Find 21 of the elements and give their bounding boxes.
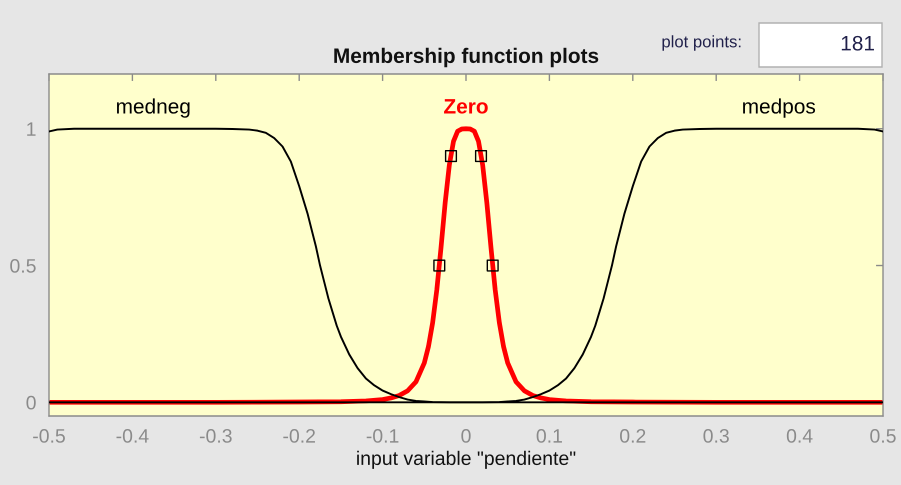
x-tick-label: -0.4 <box>116 429 149 443</box>
chart-title: Membership function plots <box>334 48 598 68</box>
x-tick-label: -0.2 <box>283 429 315 443</box>
x-tick-label: -0.3 <box>200 429 232 443</box>
x-tick-label: 0 <box>461 429 471 443</box>
series-label: Zero <box>444 99 488 114</box>
x-tick-label: 0.3 <box>703 429 729 443</box>
y-tick-label: 1 <box>27 122 36 136</box>
y-tick-label: 0.5 <box>10 258 36 273</box>
x-axis-title: input variable "pendiente" <box>357 450 576 469</box>
x-tick-label: -0.5 <box>33 429 65 443</box>
series-label: medneg <box>116 98 190 118</box>
text: 181 <box>842 36 874 51</box>
y-tick-label: 0 <box>26 396 36 410</box>
x-tick-label: 0.2 <box>620 429 646 443</box>
x-tick-label: -0.1 <box>366 429 398 443</box>
x-tick-label: 0.5 <box>870 429 896 443</box>
x-tick-label: 0.1 <box>536 429 562 443</box>
x-tick-label: 0.4 <box>786 429 813 443</box>
series-label: medpos <box>743 98 816 118</box>
text: plot points: <box>662 35 740 51</box>
